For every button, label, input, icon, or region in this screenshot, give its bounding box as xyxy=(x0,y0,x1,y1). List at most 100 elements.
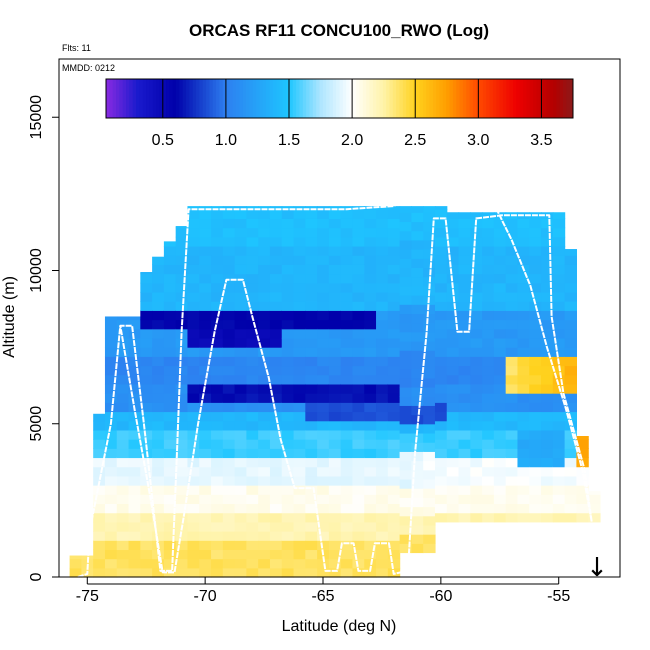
colorbar-segment xyxy=(116,79,120,118)
heatmap-cell xyxy=(293,457,306,468)
heatmap-cell xyxy=(211,393,224,403)
heatmap-cell xyxy=(411,295,424,305)
heatmap-cell xyxy=(93,567,106,578)
heatmap-cell xyxy=(552,310,566,321)
heatmap-cell xyxy=(340,402,354,413)
heatmap-cell xyxy=(376,319,389,330)
heatmap-cell xyxy=(222,301,236,311)
colorbar-segment xyxy=(149,79,154,118)
heatmap-cell xyxy=(269,567,283,578)
heatmap-cell xyxy=(399,515,412,526)
heatmap-cell xyxy=(234,494,247,505)
heatmap-cell xyxy=(470,475,483,486)
heatmap-cell xyxy=(552,264,566,275)
heatmap-cell xyxy=(552,485,566,495)
heatmap-cell xyxy=(222,356,236,367)
heatmap-cell xyxy=(364,227,377,238)
heatmap-cell xyxy=(281,512,295,523)
heatmap-cell xyxy=(222,365,236,376)
heatmap-cell xyxy=(364,402,377,413)
heatmap-cell xyxy=(234,264,247,275)
heatmap-cell xyxy=(364,264,377,275)
heatmap-cell xyxy=(470,512,483,523)
heatmap-cell xyxy=(305,448,318,459)
heatmap-cell xyxy=(387,420,401,431)
heatmap-cell xyxy=(541,466,554,477)
heatmap-cell xyxy=(175,301,189,311)
heatmap-cell xyxy=(281,383,295,394)
heatmap-cell xyxy=(163,347,177,357)
heatmap-cell xyxy=(399,258,412,269)
colorbar-segment xyxy=(356,79,361,118)
heatmap-cell xyxy=(482,411,495,422)
heatmap-cell xyxy=(258,218,271,229)
heatmap-cell xyxy=(588,512,601,523)
heatmap-cell xyxy=(564,503,577,514)
heatmap-cell xyxy=(493,328,507,339)
heatmap-cell xyxy=(340,531,354,541)
heatmap-cell xyxy=(116,429,130,440)
heatmap-cell xyxy=(493,255,507,265)
heatmap-cell xyxy=(222,531,236,541)
heatmap-cell xyxy=(387,282,401,293)
heatmap-cell xyxy=(387,512,401,523)
heatmap-cell xyxy=(364,503,377,514)
heatmap-cell xyxy=(470,347,483,357)
heatmap-cell xyxy=(305,466,318,477)
heatmap-cell xyxy=(246,291,259,302)
heatmap-cell xyxy=(482,337,495,348)
heatmap-cell xyxy=(328,439,342,449)
heatmap-cell xyxy=(505,356,519,367)
heatmap-cell xyxy=(246,558,259,569)
heatmap-cell xyxy=(376,264,389,275)
heatmap-cell xyxy=(541,420,554,431)
heatmap-cell xyxy=(328,245,342,256)
heatmap-cell xyxy=(187,319,200,330)
heatmap-cell xyxy=(140,374,153,385)
colorbar-segment xyxy=(399,79,404,118)
heatmap-cell xyxy=(446,448,460,459)
heatmap-cell xyxy=(517,227,530,238)
heatmap-cell xyxy=(446,485,460,495)
heatmap-cell xyxy=(317,245,330,256)
heatmap-cell xyxy=(376,255,389,265)
heatmap-cell xyxy=(234,337,247,348)
heatmap-cell xyxy=(328,310,342,321)
heatmap-cell xyxy=(517,512,530,523)
heatmap-cell xyxy=(340,218,354,229)
heatmap-cell xyxy=(128,540,141,551)
heatmap-cell xyxy=(423,524,436,535)
heatmap-cell xyxy=(482,291,495,302)
heatmap-cell xyxy=(352,319,365,330)
heatmap-cell xyxy=(423,478,436,489)
heatmap-cell xyxy=(493,273,507,284)
colorbar-segment xyxy=(459,79,464,118)
heatmap-cell xyxy=(505,328,519,339)
y-tick-label: 10000 xyxy=(28,248,45,293)
heatmap-cell xyxy=(376,494,389,505)
heatmap-cell xyxy=(458,503,471,514)
heatmap-cell xyxy=(305,457,318,468)
heatmap-cell xyxy=(269,337,283,348)
colorbar-segment xyxy=(202,79,207,118)
heatmap-cell xyxy=(69,555,82,560)
colorbar-segment xyxy=(309,79,314,118)
heatmap-cell xyxy=(376,567,389,578)
heatmap-cell xyxy=(470,291,483,302)
heatmap-cell xyxy=(128,316,141,321)
heatmap-cell xyxy=(376,291,389,302)
heatmap-cell xyxy=(246,466,259,477)
heatmap-cell xyxy=(552,448,566,459)
heatmap-cell xyxy=(116,328,130,339)
heatmap-cell xyxy=(211,209,224,219)
heatmap-cell xyxy=(411,304,424,315)
heatmap-cell xyxy=(269,429,283,440)
heatmap-cell xyxy=(269,402,283,413)
heatmap-cell xyxy=(340,448,354,459)
heatmap-cell xyxy=(293,402,306,413)
heatmap-cell xyxy=(128,365,141,376)
colorbar-segment xyxy=(426,79,431,118)
heatmap-cell xyxy=(104,475,118,486)
heatmap-cell xyxy=(269,347,283,357)
heatmap-cell xyxy=(152,328,165,339)
